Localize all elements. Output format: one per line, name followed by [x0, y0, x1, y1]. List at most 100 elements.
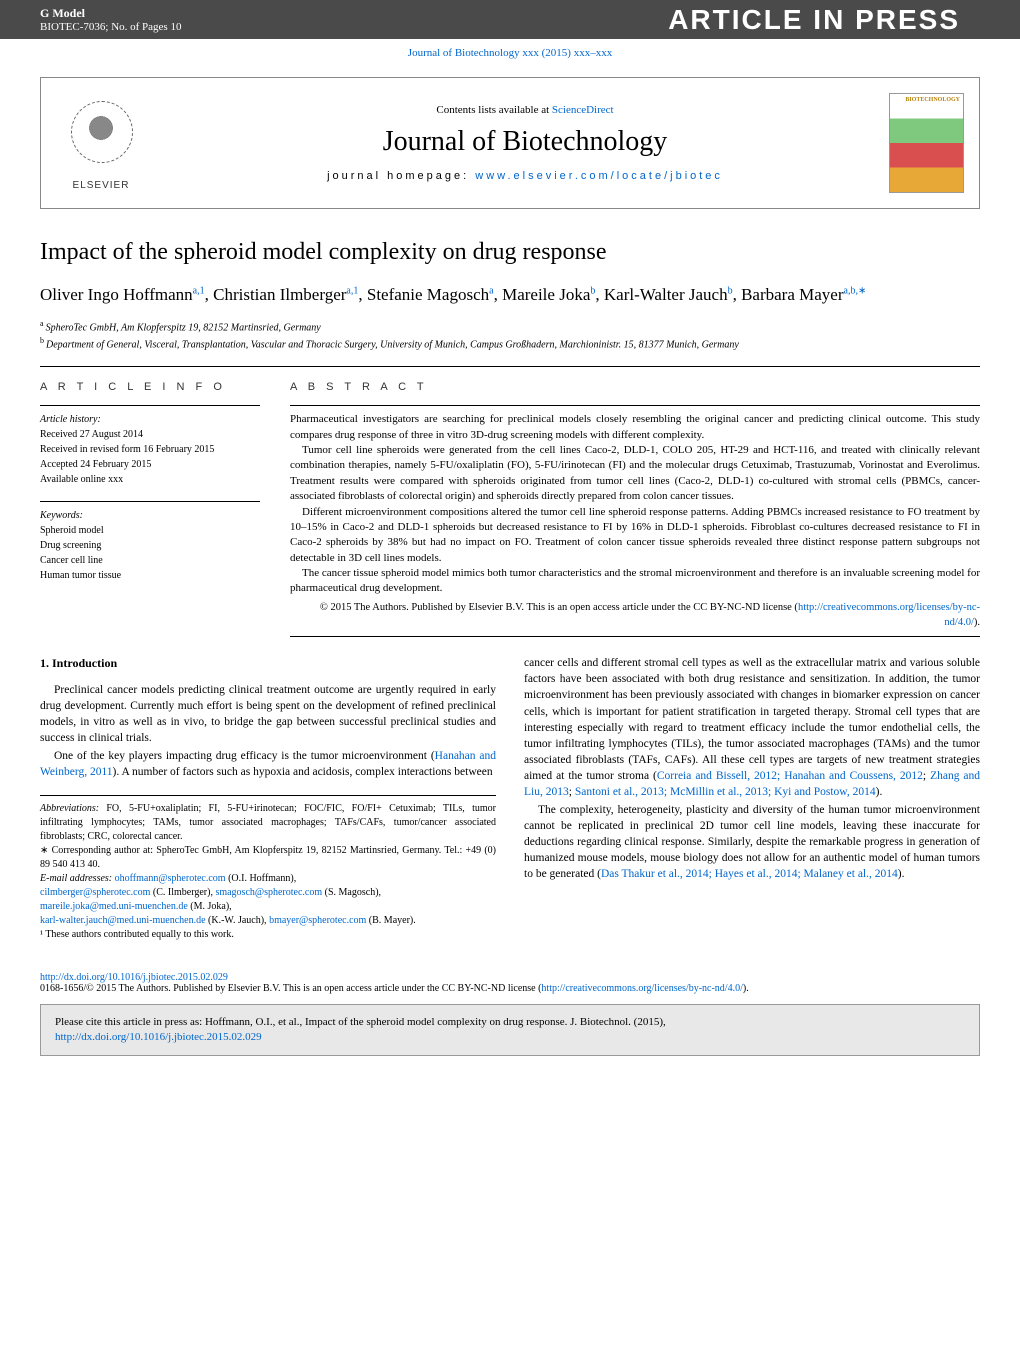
section-1-heading: 1. Introduction [40, 655, 496, 672]
author-affil-link[interactable]: a [489, 285, 493, 296]
author-affil-link[interactable]: b [728, 285, 733, 296]
keyword-2: Cancer cell line [40, 553, 260, 568]
history-2: Accepted 24 February 2015 [40, 457, 260, 472]
top-banner: G Model BIOTEC-7036; No. of Pages 10 ART… [0, 0, 1020, 39]
author: Christian Ilmbergera,1 [213, 285, 358, 304]
author-email-link[interactable]: cilmberger@spherotec.com [40, 887, 150, 898]
keyword-3: Human tumor tissue [40, 568, 260, 583]
p4-b: ). [898, 868, 905, 880]
author-affil-link[interactable]: 1 [200, 285, 205, 296]
keyword-0: Spheroid model [40, 523, 260, 538]
abstract-block: A B S T R A C T Pharmaceutical investiga… [290, 381, 980, 637]
history-1: Received in revised form 16 February 201… [40, 442, 260, 457]
ref-correia-2012[interactable]: Correia and Bissell, 2012; Hanahan and C… [657, 770, 923, 782]
author: Mareile Jokab [502, 285, 595, 304]
rule-top [40, 366, 980, 367]
journal-cover-thumb: BIOTECHNOLOGY [889, 93, 964, 193]
author-affil-link[interactable]: a [844, 285, 848, 296]
ref-santoni-2013[interactable]: Santoni et al., 2013; McMillin et al., 2… [575, 786, 876, 798]
abbrev-text: FO, 5-FU+oxaliplatin; FI, 5-FU+irinoteca… [40, 803, 496, 842]
author-email-link[interactable]: ohoffmann@spherotec.com [115, 873, 226, 884]
author-email-name: (O.I. Hoffmann), [226, 873, 297, 884]
affiliation-line: b Department of General, Visceral, Trans… [40, 335, 980, 352]
copyright-suffix: ). [974, 617, 980, 628]
abbrev-label: Abbreviations: [40, 803, 99, 814]
author-affil-link[interactable]: b [590, 285, 595, 296]
author-email-link[interactable]: bmayer@spherotec.com [269, 915, 366, 926]
author-affil-link[interactable]: a [193, 285, 197, 296]
issn-line-a: 0168-1656/© 2015 The Authors. Published … [40, 983, 541, 994]
p2-b: ). A number of factors such as hypoxia a… [113, 766, 493, 778]
homepage-line: journal homepage: www.elsevier.com/locat… [161, 170, 889, 182]
contents-prefix: Contents lists available at [436, 104, 551, 116]
elsevier-text: ELSEVIER [73, 180, 130, 191]
homepage-prefix: journal homepage: [327, 170, 475, 182]
author-email-name: (B. Mayer). [366, 915, 415, 926]
elsevier-tree-icon [66, 96, 136, 176]
journal-header-box: ELSEVIER Contents lists available at Sci… [40, 77, 980, 209]
author-email-link[interactable]: karl-walter.jauch@med.uni-muenchen.de [40, 915, 206, 926]
doi-footer: http://dx.doi.org/10.1016/j.jbiotec.2015… [40, 972, 980, 994]
emails-line: E-mail addresses: ohoffmann@spherotec.co… [40, 872, 496, 928]
journal-header-center: Contents lists available at ScienceDirec… [161, 104, 889, 182]
issn-license-link[interactable]: http://creativecommons.org/licenses/by-n… [541, 983, 742, 994]
equal-contribution: ¹ These authors contributed equally to t… [40, 928, 496, 942]
doi-link[interactable]: http://dx.doi.org/10.1016/j.jbiotec.2015… [40, 972, 228, 983]
info-rule [40, 405, 260, 406]
p3-a: cancer cells and different stromal cell … [524, 657, 980, 782]
sciencedirect-link[interactable]: ScienceDirect [552, 104, 614, 116]
affiliation-sup: b [40, 336, 46, 345]
ref-dasthakur-2014[interactable]: Das Thakur et al., 2014; Hayes et al., 2… [601, 868, 898, 880]
issue-link[interactable]: Journal of Biotechnology xxx (2015) xxx–… [408, 47, 612, 59]
author-email-link[interactable]: mareile.joka@med.uni-muenchen.de [40, 901, 188, 912]
abbrev-line: Abbreviations: FO, 5-FU+oxaliplatin; FI,… [40, 802, 496, 844]
author: Karl-Walter Jauchb [604, 285, 733, 304]
article-info-heading: A R T I C L E I N F O [40, 381, 260, 393]
corresponding-author: ∗ Corresponding author at: SpheroTec Gmb… [40, 844, 496, 872]
abstract-p1: Tumor cell line spheroids were generated… [290, 443, 980, 505]
author: Barbara Mayera,b,∗ [741, 285, 866, 304]
body-columns: 1. Introduction Preclinical cancer model… [40, 655, 980, 941]
abstract-p2: Different microenvironment compositions … [290, 505, 980, 567]
issue-line: Journal of Biotechnology xxx (2015) xxx–… [0, 39, 1020, 67]
history-block: Article history: Received 27 August 2014… [40, 412, 260, 487]
author-affil-link[interactable]: a [346, 285, 350, 296]
article-info-block: A R T I C L E I N F O Article history: R… [40, 381, 260, 637]
issn-line-b: ). [743, 983, 749, 994]
keywords-label: Keywords: [40, 508, 260, 523]
elsevier-logo: ELSEVIER [56, 88, 146, 198]
author-sup: a [489, 285, 493, 296]
cover-thumb-label: BIOTECHNOLOGY [904, 96, 961, 104]
abstract-heading: A B S T R A C T [290, 381, 980, 393]
cite-doi-link[interactable]: http://dx.doi.org/10.1016/j.jbiotec.2015… [55, 1031, 262, 1043]
keyword-1: Drug screening [40, 538, 260, 553]
p2-a: One of the key players impacting drug ef… [54, 750, 435, 762]
author-email-link[interactable]: smagosch@spherotec.com [215, 887, 322, 898]
article-in-press-label: ARTICLE IN PRESS [668, 4, 960, 36]
body-p3: cancer cells and different stromal cell … [524, 655, 980, 800]
author-email-name: (M. Joka), [188, 901, 232, 912]
affiliations: a SpheroTec GmbH, Am Klopferspitz 19, 82… [40, 318, 980, 353]
body-p4: The complexity, heterogeneity, plasticit… [524, 802, 980, 882]
author-email-name: (C. Ilmberger), [150, 887, 215, 898]
authors-line: Oliver Ingo Hoffmanna,1, Christian Ilmbe… [40, 282, 980, 308]
contents-lists-line: Contents lists available at ScienceDirec… [161, 104, 889, 116]
author-affil-link[interactable]: 1 [353, 285, 358, 296]
author-sup: a,1 [346, 285, 358, 296]
p3-b: ). [876, 786, 883, 798]
homepage-link[interactable]: www.elsevier.com/locate/jbiotec [475, 170, 723, 182]
author-sup: b [728, 285, 733, 296]
affiliation-line: a SpheroTec GmbH, Am Klopferspitz 19, 82… [40, 318, 980, 335]
author: Stefanie Magoscha [367, 285, 494, 304]
author-affil-link[interactable]: b [850, 285, 855, 296]
main-content: Impact of the spheroid model complexity … [0, 219, 1020, 962]
author-email-name: (K.-W. Jauch), [206, 915, 270, 926]
abstract-rule [290, 405, 980, 406]
abstract-p0: Pharmaceutical investigators are searchi… [290, 412, 980, 443]
author-affil-link[interactable]: ∗ [858, 285, 866, 296]
affiliation-sup: a [40, 319, 46, 328]
history-0: Received 27 August 2014 [40, 427, 260, 442]
license-link[interactable]: http://creativecommons.org/licenses/by-n… [798, 602, 980, 628]
abstract-copyright: © 2015 The Authors. Published by Elsevie… [290, 601, 980, 630]
author-sup: a,b,∗ [844, 285, 867, 296]
